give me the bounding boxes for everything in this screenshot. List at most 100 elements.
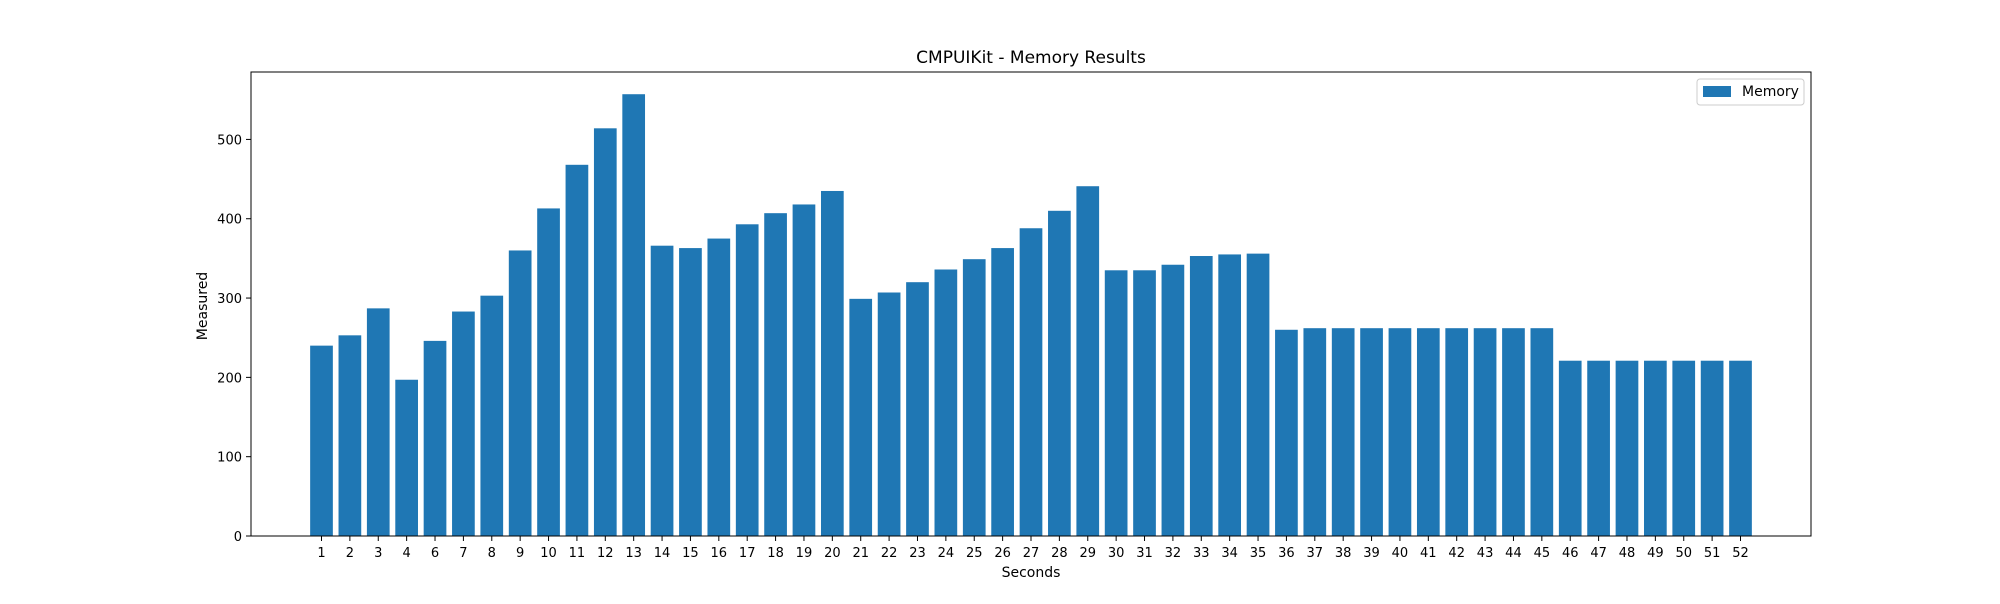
bar	[452, 311, 475, 536]
x-tick-label: 45	[1534, 546, 1551, 561]
x-tick-label: 42	[1448, 546, 1465, 561]
bar	[1729, 360, 1752, 536]
x-tick-label: 39	[1363, 546, 1380, 561]
bar	[735, 224, 759, 537]
bar	[1076, 186, 1100, 536]
x-tick-label: 40	[1392, 546, 1409, 561]
bar	[1473, 328, 1497, 536]
bar	[565, 164, 589, 537]
bar	[1275, 329, 1298, 536]
x-tick-label: 14	[654, 546, 671, 561]
x-tick-label: 27	[1023, 546, 1040, 561]
y-axis-label: Measured	[195, 272, 211, 340]
bar	[1161, 264, 1185, 536]
bar	[1303, 328, 1327, 536]
bar	[1218, 254, 1242, 536]
bar	[338, 335, 362, 536]
y-tick-label: 300	[217, 292, 242, 307]
x-tick-label: 7	[459, 546, 467, 561]
x-tick-label: 50	[1675, 546, 1692, 561]
x-tick-label: 31	[1136, 546, 1153, 561]
x-tick-label: 1	[317, 546, 325, 561]
bar	[764, 213, 787, 536]
bar	[1246, 253, 1270, 536]
x-tick-label: 47	[1590, 546, 1607, 561]
x-tick-label: 35	[1250, 546, 1267, 561]
bars-group	[310, 94, 1752, 537]
x-tick-label: 15	[682, 546, 699, 561]
bar	[1558, 360, 1582, 536]
x-axis-ticks: 1 2 3 4 6 7 8 9 10 11 12 13 14 15 16 17 18 19 20 21 22 23 24 25…	[317, 536, 1749, 561]
bar	[1587, 360, 1610, 536]
x-tick-label: 25	[966, 546, 983, 561]
x-tick-label: 52	[1732, 546, 1749, 561]
x-tick-label: 21	[852, 546, 869, 561]
x-tick-label: 10	[540, 546, 557, 561]
x-tick-label: 8	[488, 546, 496, 561]
x-tick-label: 17	[739, 546, 756, 561]
x-tick-label: 51	[1704, 546, 1721, 561]
bar	[310, 345, 333, 536]
bar	[1700, 360, 1724, 536]
bar	[934, 269, 958, 536]
bar	[820, 190, 844, 536]
y-tick-label: 200	[217, 371, 242, 386]
chart-title: CMPUIKit - Memory Results	[916, 48, 1146, 68]
bar	[1048, 210, 1071, 537]
x-tick-label: 48	[1619, 546, 1636, 561]
x-tick-label: 6	[431, 546, 439, 561]
x-tick-label: 34	[1221, 546, 1238, 561]
bar	[1672, 360, 1696, 536]
x-tick-label: 30	[1108, 546, 1125, 561]
bar	[1388, 328, 1412, 536]
y-tick-label: 100	[217, 451, 242, 466]
bar	[1644, 360, 1667, 536]
x-tick-label: 11	[569, 546, 586, 561]
x-tick-label: 12	[597, 546, 614, 561]
x-tick-label: 3	[374, 546, 382, 561]
bar	[1615, 360, 1639, 536]
x-tick-label: 26	[994, 546, 1011, 561]
bar	[1133, 270, 1156, 536]
bar	[1360, 328, 1383, 536]
x-tick-label: 33	[1193, 546, 1210, 561]
legend-label: Memory	[1742, 84, 1799, 100]
bar	[877, 292, 901, 536]
bar	[991, 248, 1014, 536]
x-tick-label: 28	[1051, 546, 1068, 561]
x-tick-label: 29	[1079, 546, 1096, 561]
bar	[906, 282, 929, 536]
x-tick-label: 18	[767, 546, 784, 561]
y-axis-ticks: 0 100 200 300 400 500	[217, 133, 251, 545]
bar	[1331, 328, 1355, 536]
x-tick-label: 37	[1307, 546, 1324, 561]
y-tick-label: 400	[217, 213, 242, 228]
x-tick-label: 9	[516, 546, 524, 561]
bar	[1019, 228, 1043, 536]
bar	[395, 379, 418, 536]
x-tick-label: 44	[1505, 546, 1522, 561]
bar	[1502, 328, 1525, 536]
x-tick-label: 43	[1477, 546, 1494, 561]
x-tick-label: 24	[938, 546, 955, 561]
x-tick-label: 32	[1165, 546, 1182, 561]
bar	[1189, 256, 1213, 536]
bar	[423, 340, 447, 536]
x-tick-label: 16	[711, 546, 728, 561]
bar	[622, 94, 646, 537]
y-tick-label: 0	[234, 530, 242, 545]
bar	[679, 248, 702, 536]
x-tick-label: 49	[1647, 546, 1664, 561]
bar	[650, 245, 674, 536]
bar	[537, 208, 560, 537]
bar	[593, 128, 617, 536]
bar	[1530, 328, 1554, 536]
bar	[1445, 328, 1469, 536]
x-tick-label: 20	[824, 546, 841, 561]
bar	[962, 259, 986, 536]
bar	[1416, 328, 1440, 536]
bar	[1104, 270, 1128, 536]
x-tick-label: 13	[625, 546, 642, 561]
bar	[849, 298, 873, 536]
